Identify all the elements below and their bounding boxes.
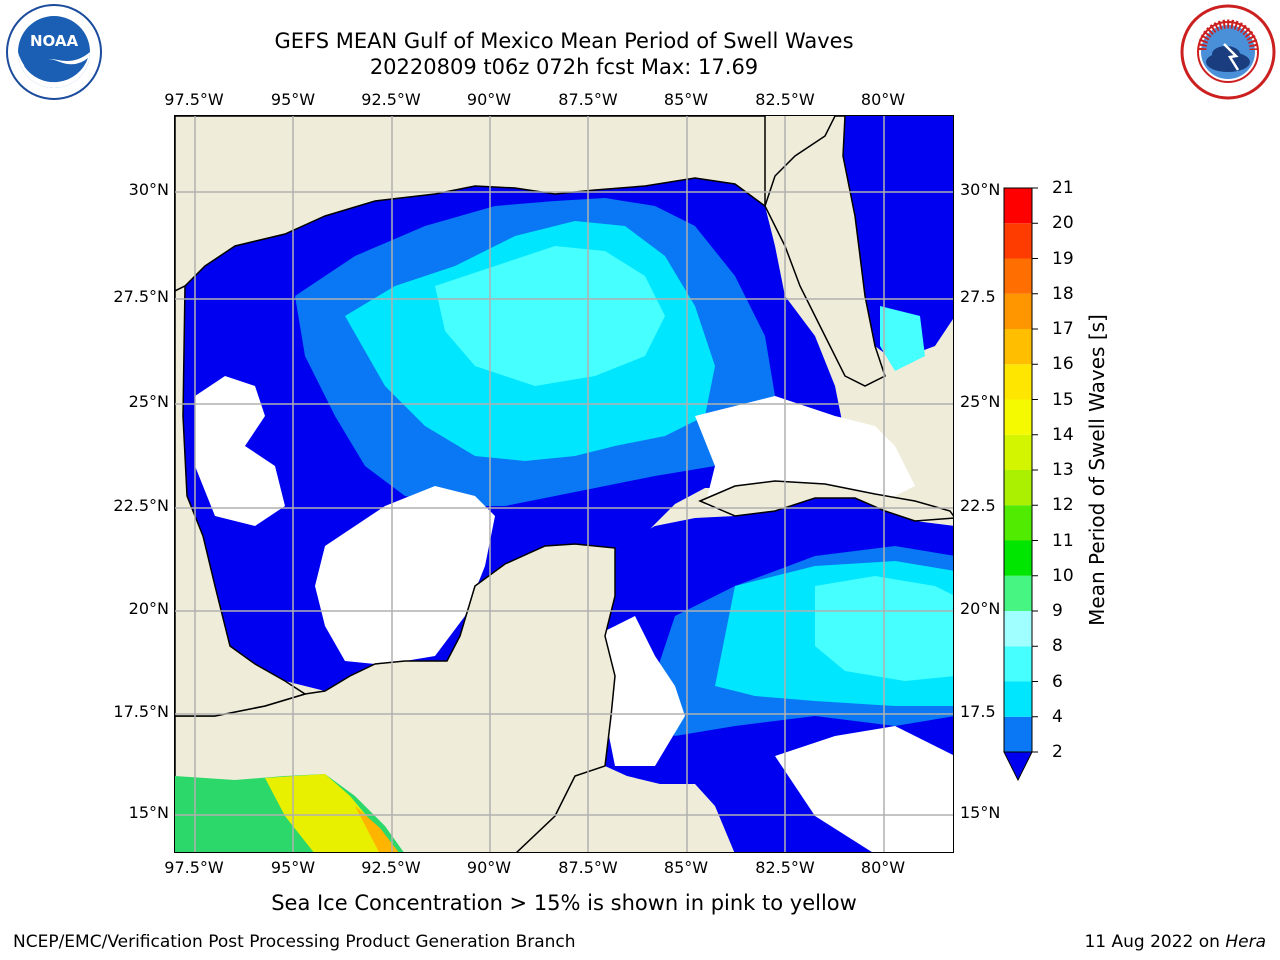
footer-timestamp: 11 Aug 2022 on Hera xyxy=(1084,932,1266,952)
colorbar-tick-label: 16 xyxy=(1052,354,1074,375)
colorbar xyxy=(1003,187,1038,782)
lon-label-top: 97.5°W xyxy=(164,90,224,109)
colorbar-band xyxy=(1004,646,1032,682)
lon-label-top: 90°W xyxy=(466,90,512,109)
lat-label-left: 17.5°N xyxy=(113,702,169,721)
sea-ice-note: Sea Ice Concentration > 15% is shown in … xyxy=(271,891,857,915)
lon-label-bottom: 97.5°W xyxy=(164,858,224,877)
colorbar-band xyxy=(1004,364,1032,400)
colorbar-tick-label: 6 xyxy=(1052,671,1063,692)
contour-8s-gulf xyxy=(435,246,665,386)
colorbar-tick-label: 15 xyxy=(1052,389,1074,410)
missing-data-west-shelf xyxy=(195,376,285,526)
nws-logo xyxy=(1180,4,1276,100)
lon-label-bottom: 92.5°W xyxy=(361,858,421,877)
colorbar-band xyxy=(1004,505,1032,541)
colorbar-band xyxy=(1004,716,1032,752)
missing-data-yucatan-east xyxy=(595,616,685,766)
colorbar-extend-arrow xyxy=(1003,751,1033,782)
colorbar-tick-label: 13 xyxy=(1052,460,1074,480)
colorbar-band xyxy=(1004,223,1032,259)
colorbar-band xyxy=(1004,470,1032,506)
contour-8s-florida xyxy=(880,306,925,371)
mexico-yucatan-land xyxy=(175,543,616,852)
lon-label-top: 80°W xyxy=(860,90,906,109)
lat-label-right: 30°N xyxy=(960,180,1001,199)
colorbar-tick-label: 19 xyxy=(1052,248,1074,269)
colorbar-band xyxy=(1004,611,1032,647)
colorbar-band xyxy=(1004,434,1032,470)
lat-label-left: 22.5°N xyxy=(113,496,169,515)
lon-label-bottom: 90°W xyxy=(466,858,512,877)
colorbar-tick-label: 2 xyxy=(1052,742,1063,762)
pacific-yellow-region xyxy=(265,774,389,852)
lat-label-right: 17.5 xyxy=(960,702,996,721)
colorbar-band xyxy=(1004,540,1032,576)
lat-label-right: 27.5 xyxy=(960,287,996,306)
lon-label-top: 85°W xyxy=(663,90,709,109)
colorbar-label: Mean Period of Swell Waves [s] xyxy=(1085,314,1109,626)
colorbar-tick-label: 10 xyxy=(1052,565,1074,586)
footer-host: Hera xyxy=(1225,932,1266,952)
colorbar-tick-label: 21 xyxy=(1052,178,1074,198)
lon-label-bottom: 95°W xyxy=(270,858,316,877)
lat-label-right: 22.5 xyxy=(960,496,996,515)
svg-text:NOAA: NOAA xyxy=(30,32,79,50)
lat-label-left: 25°N xyxy=(128,392,169,411)
footer-organization: NCEP/EMC/Verification Post Processing Pr… xyxy=(13,932,576,952)
cuba-land xyxy=(698,480,953,522)
lon-label-bottom: 85°W xyxy=(663,858,709,877)
missing-data-bay-of-campeche xyxy=(315,486,495,664)
lat-label-left: 27.5°N xyxy=(113,287,169,306)
colorbar-band xyxy=(1004,293,1032,329)
colorbar-band xyxy=(1004,188,1032,224)
colorbar-band xyxy=(1004,258,1032,294)
colorbar-tick-label: 12 xyxy=(1052,495,1074,516)
lon-label-top: 92.5°W xyxy=(361,90,421,109)
noaa-logo: NOAA xyxy=(6,4,102,100)
lon-label-bottom: 82.5°W xyxy=(755,858,815,877)
lat-label-right: 25°N xyxy=(960,392,1001,411)
chart-subtitle: 20220809 t06z 072h fcst Max: 17.69 xyxy=(369,55,759,79)
lat-label-right: 20°N xyxy=(960,599,1001,618)
colorbar-tick-label: 20 xyxy=(1052,213,1074,234)
colorbar-tick-label: 17 xyxy=(1052,319,1074,339)
lat-label-right: 15°N xyxy=(960,803,1001,822)
colorbar-tick-label: 14 xyxy=(1052,424,1074,445)
colorbar-band xyxy=(1004,681,1032,717)
lat-label-left: 20°N xyxy=(128,599,169,618)
chart-title: GEFS MEAN Gulf of Mexico Mean Period of … xyxy=(274,29,854,53)
missing-data-south-caribbean xyxy=(775,726,953,852)
lat-label-left: 30°N xyxy=(128,180,169,199)
florida-land xyxy=(764,116,886,387)
us-gulf-coast-land xyxy=(175,116,766,292)
footer-date: 11 Aug 2022 on xyxy=(1084,932,1226,952)
colorbar-tick-label: 11 xyxy=(1052,530,1074,551)
lon-label-bottom: 80°W xyxy=(860,858,906,877)
colorbar-tick-label: 18 xyxy=(1052,283,1074,304)
map-panel xyxy=(174,115,954,853)
colorbar-tick-label: 9 xyxy=(1052,601,1063,621)
pacific-orange-region xyxy=(355,806,399,852)
colorbar-tick-label: 8 xyxy=(1052,636,1063,657)
colorbar-tick-label: 4 xyxy=(1052,706,1063,727)
colorbar-band xyxy=(1004,329,1032,365)
lat-label-left: 15°N xyxy=(128,803,169,822)
lon-label-top: 95°W xyxy=(270,90,316,109)
colorbar-band xyxy=(1004,575,1032,611)
swell-period-map xyxy=(175,116,953,852)
lon-label-top: 87.5°W xyxy=(558,90,618,109)
colorbar-band xyxy=(1004,399,1032,435)
lon-label-top: 82.5°W xyxy=(755,90,815,109)
lon-label-bottom: 87.5°W xyxy=(558,858,618,877)
graticule xyxy=(175,116,953,852)
